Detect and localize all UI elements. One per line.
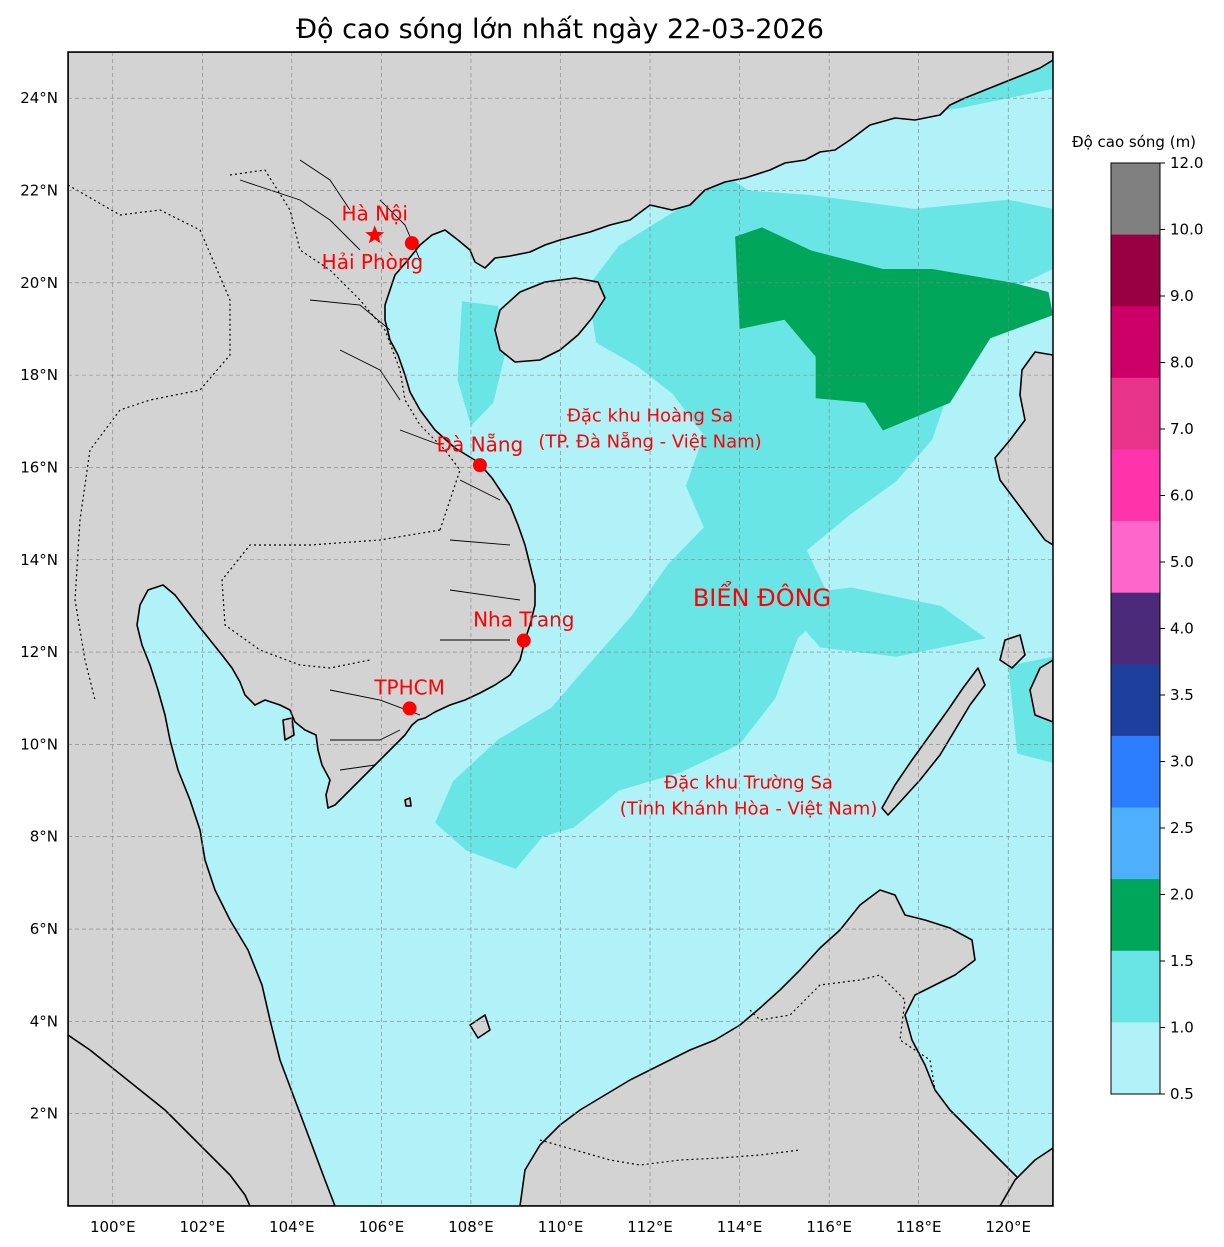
colorbar-tick-label: 12.0 [1170,154,1203,172]
colorbar-swatch [1111,234,1160,307]
lon-tick-label: 110°E [538,1218,584,1236]
city-label-hai-phong: Hải Phòng [322,250,424,274]
axis-ticks: 100°E 102°E 104°E 106°E 108°E 110°E 112°E 114°E… [20,89,1031,1236]
colorbar-swatch [1111,735,1160,809]
city-label-nha-trang: Nha Trang [473,608,574,632]
colorbar-swatch [1111,879,1160,952]
region-label-1-0: Đặc khu Trường Sa [664,772,833,793]
colorbar-swatch [1111,950,1160,1023]
colorbar-tick-label: 2.0 [1170,886,1194,904]
colorbar-tick-label: 5.0 [1170,553,1194,571]
lat-tick-label: 24°N [20,89,58,107]
colorbar-swatch [1111,163,1160,236]
colorbar-title: Độ cao sóng (m) [1072,133,1196,151]
colorbar-tick-label: 1.5 [1170,952,1194,970]
city-label-ha-noi: Hà Nội [341,201,407,225]
lat-tick-label: 18°N [20,366,58,384]
lon-tick-label: 102°E [180,1218,226,1236]
colorbar-swatch [1111,592,1160,665]
phu-quoc-island [282,717,295,741]
graticule [68,52,1053,1206]
lon-tick-label: 100°E [90,1218,136,1236]
lon-tick-label: 116°E [806,1218,852,1236]
colorbar-tick-label: 9.0 [1170,287,1194,305]
place-labels: Đặc khu Hoàng Sa (TP. Đà Nẵng - Việt Nam)… [322,201,878,819]
colorbar-tick-label: 0.5 [1170,1085,1194,1103]
colorbar-tick-label: 3.0 [1170,753,1194,771]
colorbar-tick-label: 1.0 [1170,1019,1194,1037]
colorbar-swatch [1111,306,1160,379]
colorbar: Độ cao sóng (m) 0.5 1.0 1.5 2.0 2.5 3.0 3.5 4.0… [1072,133,1203,1103]
hainan-island [494,277,606,363]
mindoro-island [999,634,1026,669]
wave-zone-0 [435,52,1053,869]
lat-tick-label: 4°N [30,1012,58,1030]
lat-tick-label: 20°N [20,274,58,292]
province-lines [239,159,521,771]
lon-tick-label: 118°E [896,1218,942,1236]
lat-tick-label: 6°N [30,920,58,938]
lon-tick-label: 108°E [448,1218,494,1236]
colorbar-swatch [1111,377,1160,450]
wave-zone-1 [457,301,507,426]
borders [68,159,936,1166]
colorbar-swatch [1111,664,1160,737]
city-markers [365,225,531,716]
visayas-edge [1029,659,1053,723]
colorbar-tick-label: 7.0 [1170,420,1194,438]
map-frame [67,51,1054,1207]
lon-tick-label: 120°E [985,1218,1031,1236]
cambodia-border [221,529,441,669]
lat-tick-label: 10°N [20,735,58,753]
city-marker-hai-phong[interactable] [404,236,419,251]
region-label-0-0: Đặc khu Hoàng Sa [567,405,733,426]
colorbar-swatch [1111,449,1160,522]
colorbar-tick-label: 3.5 [1170,686,1194,704]
wave-zones [435,52,1053,869]
natuna-island [469,1014,491,1039]
lon-tick-label: 112°E [627,1218,673,1236]
lat-tick-label: 22°N [20,181,58,199]
wave-zone-2 [775,587,986,657]
map-title: Độ cao sóng lớn nhất ngày 22-03-2026 [296,14,824,45]
palawan-island [881,667,986,816]
borneo-island [519,889,1046,1206]
land-masses [68,52,1053,1206]
colorbar-tick-label: 6.0 [1170,487,1194,505]
lat-tick-label: 2°N [30,1105,58,1123]
lon-tick-label: 106°E [359,1218,405,1236]
indochina-landmass [68,52,1053,1206]
con-dao-island [404,797,412,807]
city-label-da-nang: Đà Nẵng [437,432,524,456]
sea-label: BIỂN ĐÔNG [693,580,831,612]
sulawesi-tip [999,1147,1053,1206]
lon-tick-label: 104°E [269,1218,315,1236]
lat-tick-label: 14°N [20,551,58,569]
wave-zone-4 [735,227,1053,431]
colorbar-tick-label: 4.0 [1170,620,1194,638]
lon-tick-label: 114°E [717,1218,763,1236]
region-label-1-1: (Tỉnh Khánh Hòa - Việt Nam) [620,798,878,819]
sumatra-island [68,1034,251,1206]
colorbar-tick-label: 10.0 [1170,221,1203,239]
colorbar-swatch [1111,807,1160,880]
colorbar-swatch [1111,521,1160,594]
star-icon[interactable] [365,225,385,244]
city-marker-nha-trang[interactable] [516,633,531,648]
city-marker-da-nang[interactable] [472,458,487,473]
region-label-0-1: (TP. Đà Nẵng - Việt Nam) [538,431,761,452]
lat-tick-label: 12°N [20,643,58,661]
lat-tick-label: 8°N [30,828,58,846]
colorbar-tick-label: 2.5 [1170,819,1194,837]
lat-tick-label: 16°N [20,458,58,476]
city-marker-tphcm[interactable] [402,701,417,716]
colorbar-tick-label: 8.0 [1170,354,1194,372]
map-area[interactable]: Đặc khu Hoàng Sa (TP. Đà Nẵng - Việt Nam)… [68,52,1053,1206]
luzon-island [994,351,1053,546]
malaysia-border [749,974,936,1091]
city-label-tphcm: TPHCM [373,676,445,700]
colorbar-swatch [1111,1022,1160,1095]
